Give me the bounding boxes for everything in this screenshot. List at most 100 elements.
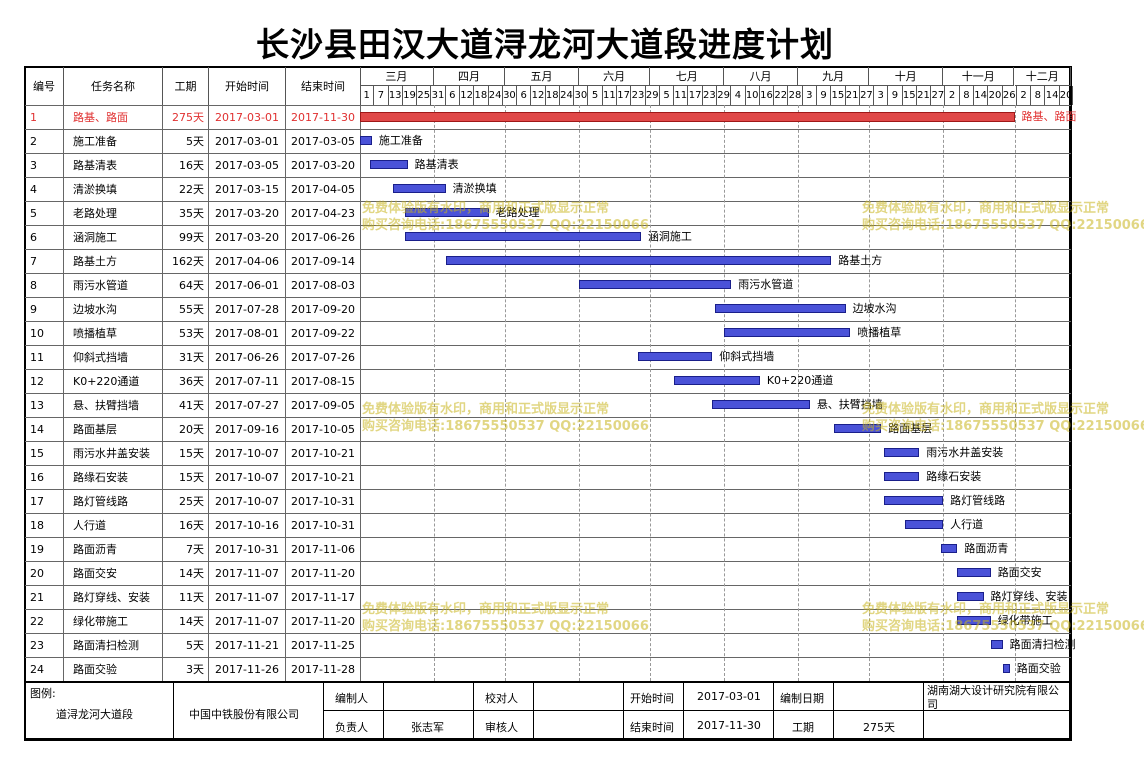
task-row: 6 涵洞施工 99天 2017-03-20 2017-06-26 xyxy=(25,225,1071,249)
task-end: 2017-04-05 xyxy=(286,178,361,201)
task-id: 4 xyxy=(25,178,64,201)
task-start: 2017-03-05 xyxy=(209,154,286,177)
task-bar xyxy=(674,376,760,385)
owner-label: 负责人 xyxy=(335,721,368,734)
task-start: 2017-10-31 xyxy=(209,538,286,561)
task-end: 2017-11-06 xyxy=(286,538,361,561)
footer-divider xyxy=(383,683,384,739)
day-tick: 23 xyxy=(631,86,646,105)
task-duration: 16天 xyxy=(163,514,209,537)
task-bar-label: 人行道 xyxy=(950,518,984,531)
task-row: 24 路面交验 3天 2017-11-26 2017-11-28 xyxy=(25,657,1071,681)
task-bar xyxy=(957,592,984,601)
task-bar-label: 边坡水沟 xyxy=(852,302,897,315)
task-end: 2017-03-20 xyxy=(286,154,361,177)
day-tick: 12 xyxy=(460,86,475,105)
task-start: 2017-09-16 xyxy=(209,418,286,441)
legend-label: 图例: xyxy=(30,687,56,700)
task-duration: 14天 xyxy=(163,562,209,585)
day-tick: 5 xyxy=(660,86,675,105)
task-id: 13 xyxy=(25,394,64,417)
task-duration: 35天 xyxy=(163,202,209,225)
task-row: 21 路灯穿线、安装 11天 2017-11-07 2017-11-17 xyxy=(25,585,1071,609)
task-start: 2017-11-21 xyxy=(209,634,286,657)
task-id: 6 xyxy=(25,226,64,249)
task-bar xyxy=(393,184,446,193)
task-name: 路面交安 xyxy=(64,562,163,585)
task-name: 悬、扶臂挡墙 xyxy=(64,394,163,417)
footer-divider xyxy=(473,683,474,739)
footer-divider xyxy=(533,683,534,739)
day-tick: 9 xyxy=(888,86,903,105)
task-bar xyxy=(712,400,810,409)
task-name: 路缘石安装 xyxy=(64,466,163,489)
task-duration: 31天 xyxy=(163,346,209,369)
start-label: 开始时间 xyxy=(630,692,674,705)
task-end: 2017-10-31 xyxy=(286,514,361,537)
task-end: 2017-10-31 xyxy=(286,490,361,513)
day-tick: 6 xyxy=(446,86,460,105)
footer-top-border xyxy=(25,681,1071,683)
end-label: 结束时间 xyxy=(630,721,674,734)
task-duration: 20天 xyxy=(163,418,209,441)
task-end: 2017-09-14 xyxy=(286,250,361,273)
task-name: 雨污水井盖安装 xyxy=(64,442,163,465)
task-name: 喷播植草 xyxy=(64,322,163,345)
day-tick: 15 xyxy=(903,86,917,105)
day-tick: 11 xyxy=(603,86,618,105)
task-end: 2017-10-05 xyxy=(286,418,361,441)
task-bar-label: 涵洞施工 xyxy=(647,230,692,243)
start-value: 2017-03-01 xyxy=(697,690,761,703)
task-id: 1 xyxy=(25,106,64,129)
task-duration: 36天 xyxy=(163,370,209,393)
watermark-line1: 免费体验版有水印，商用和正式版显示正常 xyxy=(362,402,610,417)
month-gridline xyxy=(505,105,507,681)
task-id: 3 xyxy=(25,154,64,177)
task-duration: 7天 xyxy=(163,538,209,561)
task-bar-label: 清淤换填 xyxy=(452,182,497,195)
month-header: 七月 xyxy=(650,67,725,86)
task-name: 路基、路面 xyxy=(64,106,163,129)
task-row: 14 路面基层 20天 2017-09-16 2017-10-05 xyxy=(25,417,1071,441)
duration-label: 工期 xyxy=(792,721,814,734)
task-bar xyxy=(445,256,832,265)
task-duration: 162天 xyxy=(163,250,209,273)
task-name: 清淤换填 xyxy=(64,178,163,201)
task-row: 8 雨污水管道 64天 2017-06-01 2017-08-03 xyxy=(25,273,1071,297)
footer-divider xyxy=(923,683,924,739)
day-tick: 14 xyxy=(974,86,989,105)
task-bar xyxy=(714,304,846,313)
task-end: 2017-06-26 xyxy=(286,226,361,249)
footer-divider xyxy=(683,683,684,739)
task-start: 2017-03-20 xyxy=(209,226,286,249)
task-end: 2017-11-20 xyxy=(286,610,361,633)
task-bar-label: 老路处理 xyxy=(495,206,540,219)
day-tick: 24 xyxy=(489,86,503,105)
task-end: 2017-10-21 xyxy=(286,466,361,489)
task-bar-label: 绿化带施工 xyxy=(997,614,1053,627)
day-tick: 20 xyxy=(988,86,1003,105)
task-duration: 5天 xyxy=(163,130,209,153)
checker-label: 校对人 xyxy=(485,692,518,705)
day-tick: 4 xyxy=(731,86,746,105)
task-start: 2017-06-01 xyxy=(209,274,286,297)
schedule-frame xyxy=(24,66,1072,741)
day-tick: 27 xyxy=(931,86,946,105)
task-row: 1 路基、路面 275天 2017-03-01 2017-11-30 xyxy=(25,105,1071,129)
task-row: 2 施工准备 5天 2017-03-01 2017-03-05 xyxy=(25,129,1071,153)
task-id: 18 xyxy=(25,514,64,537)
task-duration: 22天 xyxy=(163,178,209,201)
task-id: 10 xyxy=(25,322,64,345)
task-end: 2017-08-15 xyxy=(286,370,361,393)
task-name: 路灯管线路 xyxy=(64,490,163,513)
institute-name: 湖南湖大设计研究院有限公司 xyxy=(927,684,1059,711)
task-bar-label: 仰斜式挡墙 xyxy=(719,350,775,363)
month-gridline xyxy=(1014,105,1016,681)
task-bar xyxy=(905,520,944,529)
task-bar xyxy=(638,352,713,361)
task-id: 20 xyxy=(25,562,64,585)
task-id: 15 xyxy=(25,442,64,465)
task-name: 绿化带施工 xyxy=(64,610,163,633)
month-header: 四月 xyxy=(433,67,506,86)
day-tick: 14 xyxy=(1045,86,1060,105)
